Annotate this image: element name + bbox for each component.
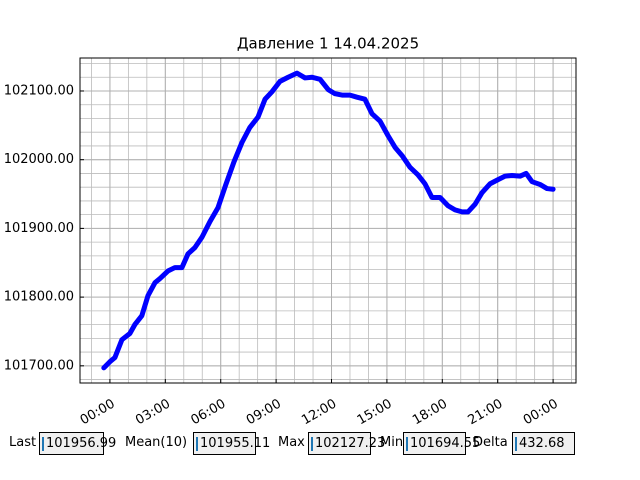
chart-title: Давление 1 14.04.2025 — [237, 35, 419, 53]
y-tick-label: 102100.00 — [4, 83, 74, 98]
widget-label: Delta — [473, 435, 508, 450]
y-tick-label: 101900.00 — [4, 221, 74, 236]
x-tick-label: 06:00 — [189, 397, 229, 429]
text-box[interactable]: 101955.11 — [193, 432, 270, 455]
x-tick-label: 21:00 — [466, 397, 506, 429]
text-box[interactable]: 101956.99 — [39, 432, 116, 455]
text-box[interactable]: 101694.55 — [403, 432, 480, 455]
x-tick-label: 15:00 — [355, 397, 395, 429]
widget-label: Max — [278, 435, 305, 450]
widget-label: Last — [9, 435, 37, 450]
widget-label: Min — [380, 435, 404, 450]
x-tick-label: 09:00 — [244, 397, 284, 429]
widget-label: Mean(10) — [125, 435, 188, 450]
x-tick-label: 12:00 — [299, 397, 339, 429]
x-tick-label: 18:00 — [410, 397, 450, 429]
data-line — [101, 70, 556, 371]
plot-frame — [79, 57, 577, 384]
text-box[interactable]: 102127.23 — [308, 432, 385, 455]
text-box[interactable]: 432.68 — [512, 432, 575, 455]
x-tick-label: 00:00 — [78, 397, 118, 429]
y-tick-label: 101700.00 — [4, 358, 74, 373]
x-tick-label: 00:00 — [521, 397, 561, 429]
x-tick-label: 03:00 — [133, 397, 173, 429]
y-tick-label: 101800.00 — [4, 290, 74, 305]
y-tick-label: 102000.00 — [4, 152, 74, 167]
